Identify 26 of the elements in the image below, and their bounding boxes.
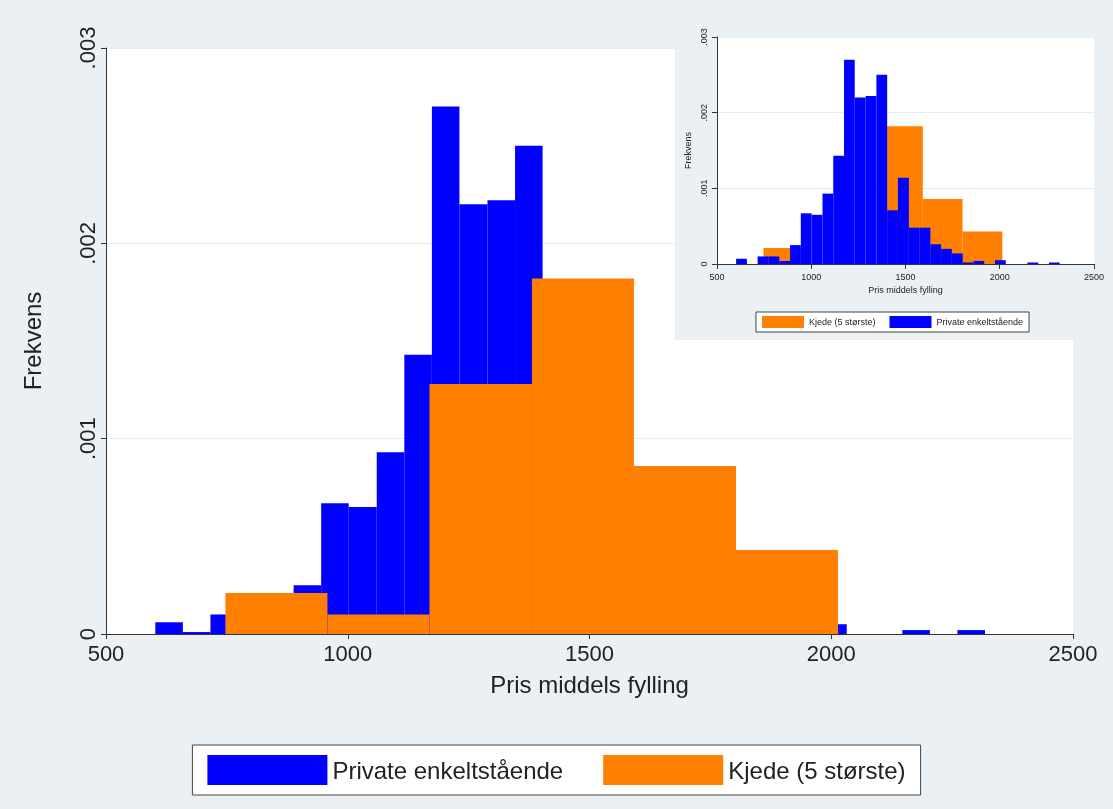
x-tick-label: 1000 <box>323 640 373 666</box>
x-tick-label: 1500 <box>565 640 614 666</box>
y-tick-label: .003 <box>699 28 710 46</box>
x-tick-label: 2000 <box>806 640 856 666</box>
y-tick-label: .001 <box>699 179 710 198</box>
x-axis-title: Pris middels fylling <box>490 670 689 698</box>
x-tick-label: 2500 <box>1048 640 1098 666</box>
y-tick-label: 0 <box>74 627 100 641</box>
x-axis-title: Pris middels fylling <box>868 285 943 296</box>
x-tick-label: 2500 <box>1083 271 1105 282</box>
y-axis-title: Frekvens <box>18 291 46 391</box>
y-axis-title: Frekvens <box>682 131 693 170</box>
y-tick-label: .002 <box>74 221 100 265</box>
y-tick-label: .002 <box>699 103 710 122</box>
legend-label: Kjede (5 største) <box>728 756 906 784</box>
x-tick-label: 500 <box>709 271 725 282</box>
x-tick-label: 2000 <box>989 271 1010 282</box>
legend-label: Private enkeltstående <box>332 756 564 784</box>
y-tick-label: .001 <box>74 417 100 461</box>
y-tick-label: 0 <box>699 261 710 267</box>
legend-label: Kjede (5 største) <box>808 317 876 327</box>
x-tick-label: 1000 <box>801 271 822 282</box>
y-tick-label: .003 <box>74 26 100 70</box>
x-tick-label: 500 <box>87 640 125 666</box>
x-tick-label: 1500 <box>895 271 916 282</box>
legend-label: Private enkeltstående <box>936 317 1024 327</box>
